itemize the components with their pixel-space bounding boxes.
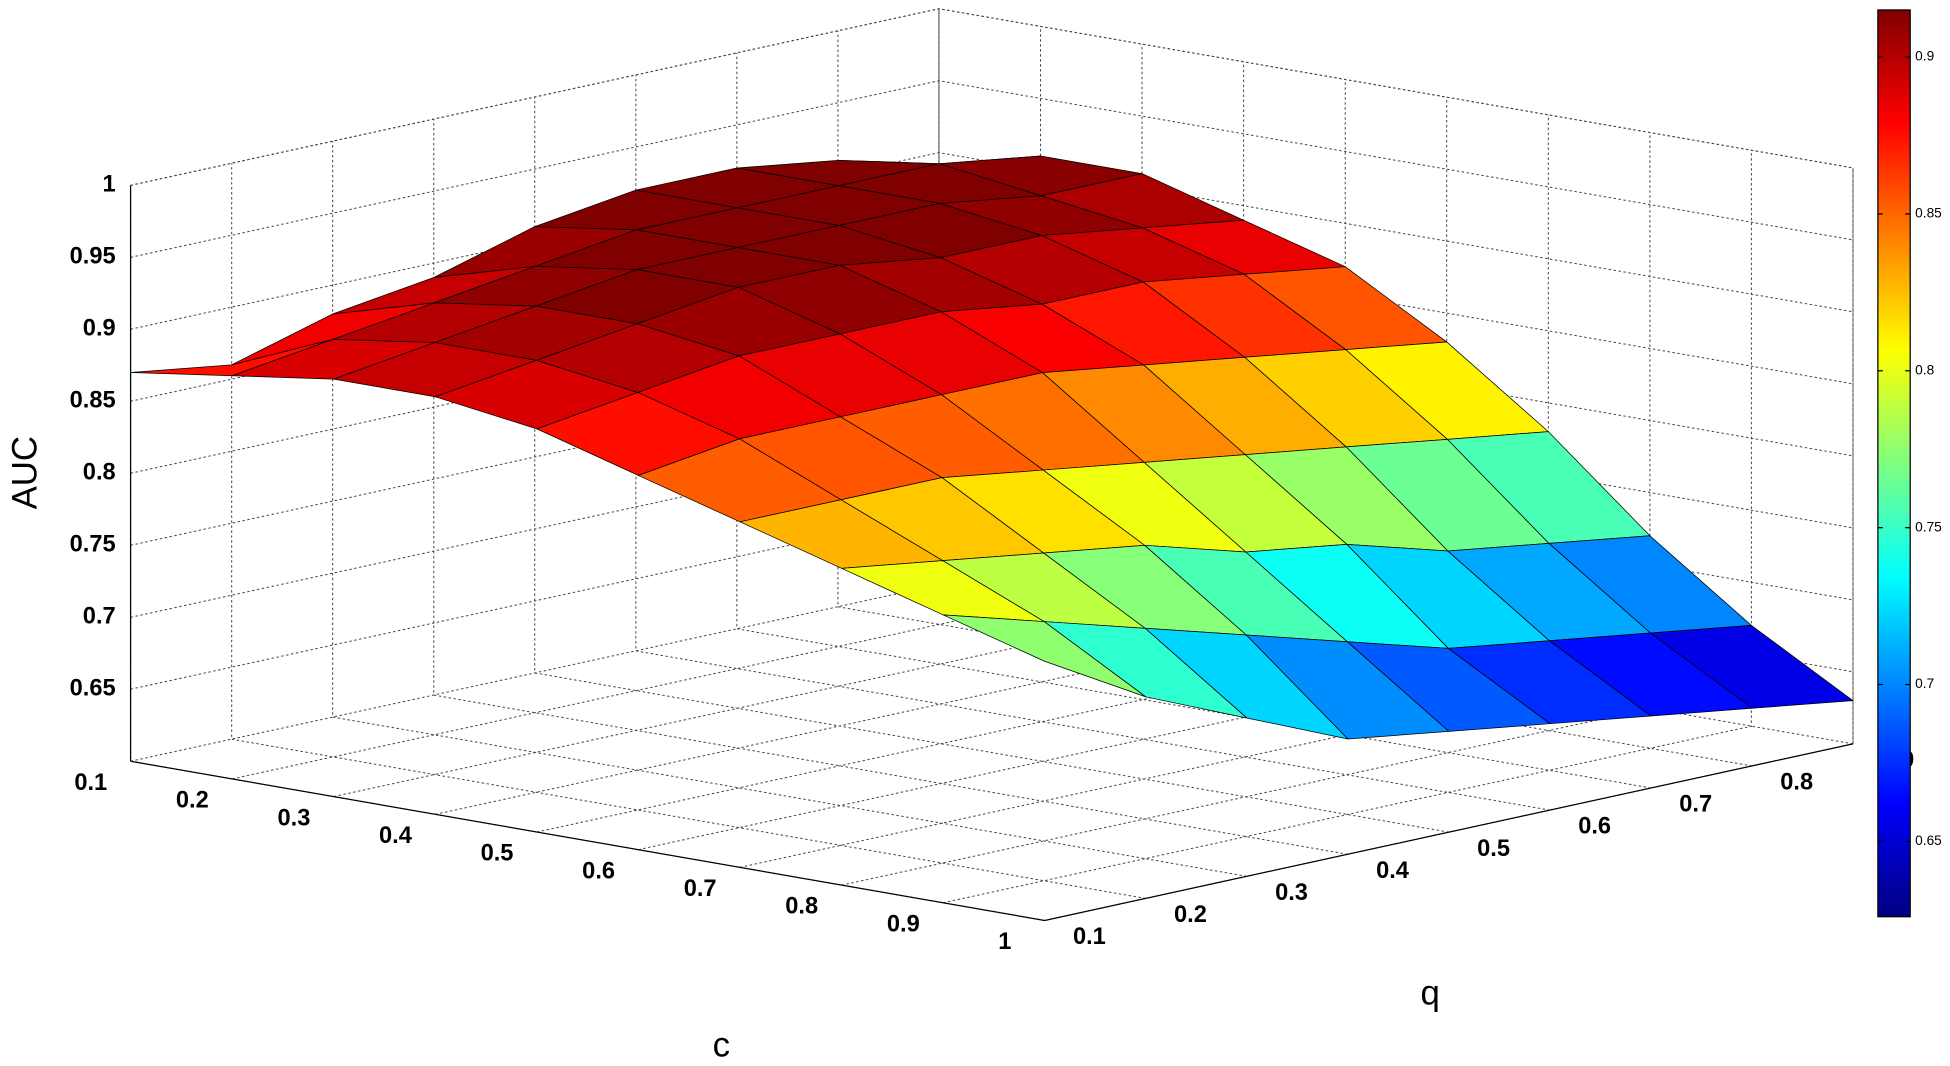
grid-line: [534, 97, 1449, 833]
z-tick-label: 0.95: [70, 244, 116, 270]
grid-line: [130, 152, 1854, 330]
x-tick-label: 0.2: [176, 788, 209, 814]
z-tick-label: 1: [103, 172, 116, 198]
x-tick-label: 0.6: [582, 858, 615, 884]
axis-line: [130, 760, 1045, 922]
z-tick-label: 0.8: [83, 460, 116, 486]
y-tick-label: 0.2: [1174, 902, 1207, 928]
x-tick-label: 0.5: [481, 841, 514, 867]
grid-line: [332, 141, 1247, 877]
x-axis-label: c: [713, 1026, 730, 1065]
z-tick-label: 0.65: [70, 675, 116, 701]
x-tick-label: 0.8: [785, 894, 818, 920]
z-tick-label: 0.7: [83, 604, 116, 630]
y-tick-label: 0.6: [1578, 814, 1611, 840]
z-tick-label: 0.85: [70, 388, 116, 414]
y-tick-label: 0.4: [1376, 858, 1410, 884]
x-tick-label: 1: [998, 929, 1011, 955]
x-tick-label: 0.7: [684, 876, 717, 902]
colorbar-tick-label: 0.8: [1915, 362, 1934, 377]
colorbar-tick-label: 0.85: [1915, 206, 1942, 221]
grid-line: [130, 8, 1854, 186]
colorbar-tick-label: 0.75: [1915, 519, 1942, 534]
y-axis-label: q: [1420, 973, 1439, 1012]
z-axis-label: AUC: [6, 436, 45, 510]
grid-line: [942, 150, 1752, 904]
surface-patch: [942, 614, 1147, 698]
x-tick-label: 0.1: [74, 770, 107, 796]
y-tick-label: 0.5: [1477, 836, 1510, 862]
axis-line: [1044, 743, 1854, 922]
grid-line: [433, 119, 1348, 855]
colorbar-tick-label: 0.9: [1915, 49, 1934, 64]
x-tick-label: 0.9: [887, 911, 920, 937]
grid-line: [635, 75, 1551, 811]
x-tick-label: 0.4: [379, 823, 413, 849]
y-tick-label: 0.3: [1275, 880, 1308, 906]
y-tick-label: 0.8: [1780, 770, 1813, 796]
y-tick-label: 0.1: [1073, 924, 1106, 950]
colorbar: [1877, 9, 1911, 918]
z-tick-label: 0.9: [83, 316, 116, 342]
x-tick-label: 0.3: [277, 805, 310, 831]
z-tick-label: 0.75: [70, 532, 116, 558]
colorbar-tick-label: 0.65: [1915, 833, 1942, 848]
y-tick-label: 0.7: [1679, 792, 1712, 818]
colorbar-tick-label: 0.7: [1915, 676, 1934, 691]
grid-line: [231, 163, 1146, 899]
grid-line: [130, 80, 1854, 258]
